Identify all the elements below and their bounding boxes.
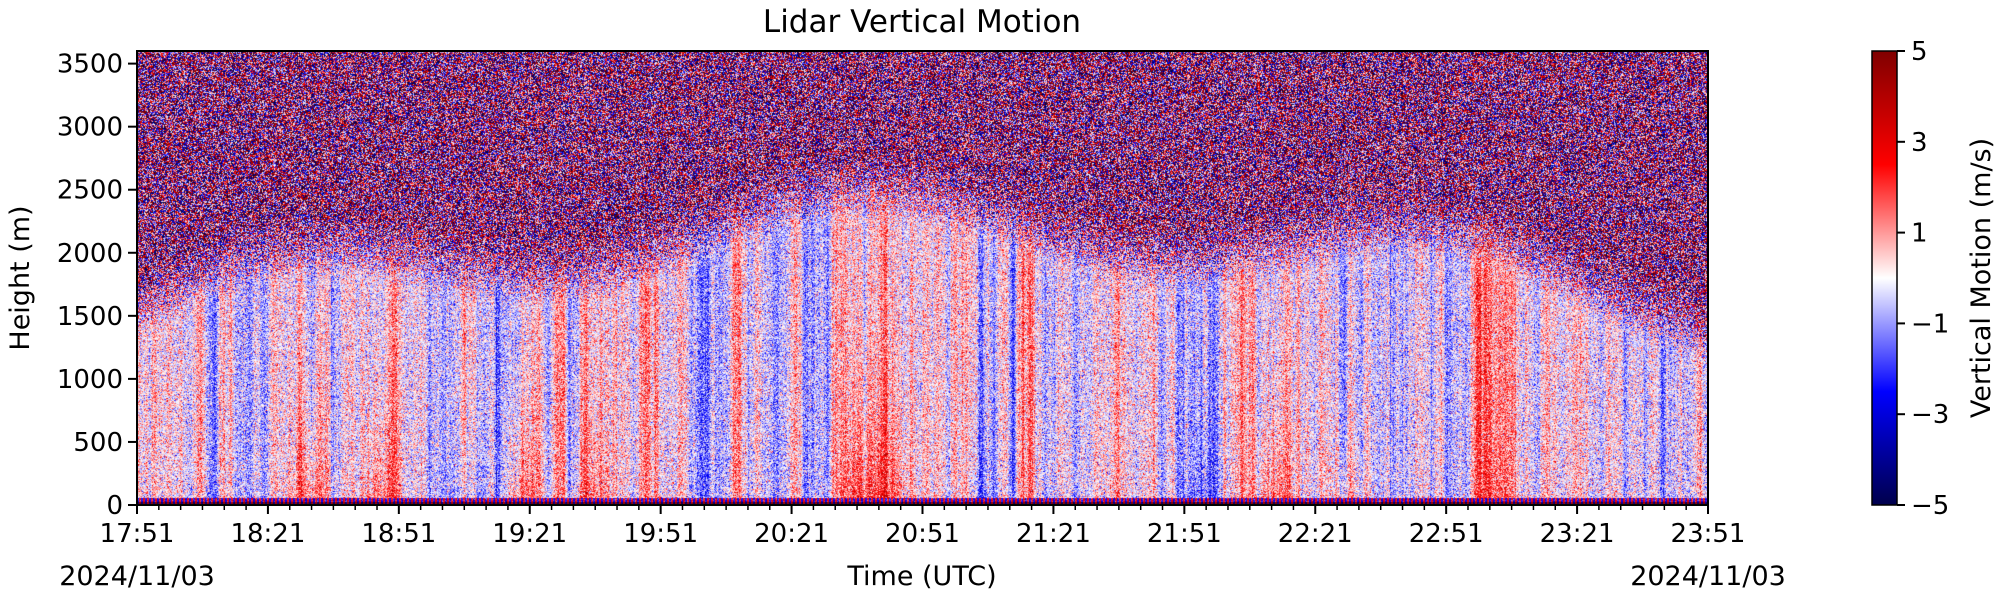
colorbar-tick-label: 3 (1911, 128, 1928, 158)
x-tick-label: 20:51 (885, 519, 960, 549)
x-tick-label: 21:51 (1147, 519, 1222, 549)
colorbar-tick-label: −1 (1911, 309, 1949, 339)
x-axis-ticks: 17:51 18:21 18:51 19:21 19:51 20:21 20:51 21:21… (100, 505, 1746, 549)
colorbar-ticks: 5 3 1 −1 −3 −5 (1897, 37, 1949, 521)
x-tick-label: 17:51 (100, 519, 175, 549)
x-tick-label: 18:21 (230, 519, 305, 549)
heatmap-area (137, 51, 1708, 505)
y-axis-ticks: 0 500 1000 1500 2000 2500 3000 3500 (57, 50, 137, 521)
plot-frame (136, 50, 1709, 506)
x-tick-label: 23:21 (1540, 519, 1615, 549)
y-axis-label: Height (m) (5, 205, 36, 350)
colorbar-tick-label: 1 (1911, 219, 1928, 249)
y-tick-label: 3500 (57, 50, 123, 80)
y-tick-label: 3000 (57, 113, 123, 143)
y-tick-label: 500 (73, 428, 123, 458)
x-tick-label: 21:21 (1016, 519, 1091, 549)
colorbar-tick-label: 5 (1911, 37, 1928, 67)
x-end-date: 2024/11/03 (1630, 561, 1786, 592)
y-tick-label: 0 (106, 491, 123, 521)
x-tick-label: 22:21 (1278, 519, 1353, 549)
colorbar (1871, 50, 1898, 506)
x-tick-label: 18:51 (361, 519, 436, 549)
x-axis-label: Time (UTC) (846, 561, 996, 592)
colorbar-label: Vertical Motion (m/s) (1966, 138, 1997, 418)
y-tick-label: 1500 (57, 302, 123, 332)
x-tick-label: 19:21 (492, 519, 567, 549)
y-tick-label: 2000 (57, 239, 123, 269)
y-tick-label: 2500 (57, 176, 123, 206)
chart-title: Lidar Vertical Motion (763, 4, 1081, 40)
colorbar-tick-label: −5 (1911, 491, 1949, 521)
x-tick-label: 23:51 (1671, 519, 1746, 549)
y-tick-label: 1000 (57, 365, 123, 395)
x-tick-label: 22:51 (1409, 519, 1484, 549)
colorbar-tick-label: −3 (1911, 400, 1949, 430)
x-tick-label: 20:21 (754, 519, 829, 549)
x-start-date: 2024/11/03 (59, 561, 215, 592)
x-tick-label: 19:51 (623, 519, 698, 549)
